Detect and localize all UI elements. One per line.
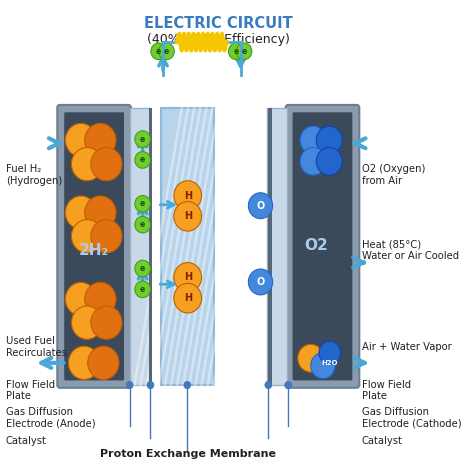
Circle shape <box>311 352 335 379</box>
Text: e: e <box>140 220 145 229</box>
Circle shape <box>174 201 201 231</box>
Circle shape <box>135 216 150 233</box>
Circle shape <box>159 43 174 60</box>
Text: 2H₂: 2H₂ <box>79 243 109 258</box>
Circle shape <box>135 131 150 147</box>
Text: H2O: H2O <box>321 360 338 366</box>
Bar <box>130 108 150 385</box>
FancyBboxPatch shape <box>286 105 359 388</box>
Text: e: e <box>234 47 239 56</box>
Bar <box>267 108 287 385</box>
Circle shape <box>85 123 116 157</box>
Text: Heat (85°C)
Water or Air Cooled: Heat (85°C) Water or Air Cooled <box>362 239 459 261</box>
Text: H: H <box>183 211 192 221</box>
Circle shape <box>135 281 150 298</box>
Text: e: e <box>156 47 161 56</box>
Circle shape <box>265 381 272 389</box>
Text: (40% - 60% Efficiency): (40% - 60% Efficiency) <box>146 33 290 46</box>
Circle shape <box>298 345 324 372</box>
Circle shape <box>248 193 273 219</box>
Circle shape <box>91 147 122 181</box>
Text: Gas Diffusion
Electrode (Anode): Gas Diffusion Electrode (Anode) <box>6 406 95 428</box>
Circle shape <box>135 195 150 212</box>
Circle shape <box>184 381 191 389</box>
Text: Flow Field
Plate: Flow Field Plate <box>362 380 411 401</box>
Text: H: H <box>183 293 192 303</box>
Circle shape <box>91 306 122 339</box>
Circle shape <box>65 196 97 229</box>
Circle shape <box>65 282 97 316</box>
Circle shape <box>316 147 342 175</box>
Circle shape <box>135 152 150 168</box>
Circle shape <box>72 147 103 181</box>
Text: e: e <box>241 47 246 56</box>
Text: Gas Diffusion
Electrode (Cathode): Gas Diffusion Electrode (Cathode) <box>362 406 462 428</box>
Circle shape <box>248 269 273 295</box>
Circle shape <box>300 147 326 175</box>
Text: e: e <box>140 285 145 294</box>
Text: e: e <box>140 199 145 208</box>
Text: O: O <box>256 277 264 287</box>
Circle shape <box>135 260 150 277</box>
Circle shape <box>174 263 201 292</box>
Circle shape <box>174 181 201 210</box>
FancyBboxPatch shape <box>57 105 131 388</box>
Bar <box>149 108 152 385</box>
Circle shape <box>319 341 341 364</box>
Text: H: H <box>183 272 192 282</box>
Circle shape <box>88 346 119 379</box>
Text: Catalyst: Catalyst <box>6 436 46 445</box>
Text: O: O <box>256 201 264 211</box>
Text: e: e <box>140 155 145 165</box>
Circle shape <box>72 219 103 253</box>
Circle shape <box>236 43 252 60</box>
FancyBboxPatch shape <box>64 113 124 380</box>
Circle shape <box>285 381 292 389</box>
Circle shape <box>72 306 103 339</box>
Circle shape <box>85 196 116 229</box>
Circle shape <box>68 346 100 379</box>
Text: O2: O2 <box>304 238 328 253</box>
Circle shape <box>174 283 201 313</box>
Text: H: H <box>183 191 192 200</box>
Text: Flow Field
Plate: Flow Field Plate <box>6 380 55 401</box>
Circle shape <box>85 282 116 316</box>
Circle shape <box>65 123 97 157</box>
Text: Used Fuel
Recirculates: Used Fuel Recirculates <box>6 336 67 358</box>
Text: e: e <box>140 135 145 144</box>
Text: ELECTRIC CIRCUIT: ELECTRIC CIRCUIT <box>144 16 292 31</box>
Text: Fuel H₂
(Hydrogen): Fuel H₂ (Hydrogen) <box>6 164 62 186</box>
Circle shape <box>151 43 166 60</box>
Text: O2 (Oxygen)
from Air: O2 (Oxygen) from Air <box>362 164 425 186</box>
FancyBboxPatch shape <box>292 113 352 380</box>
Text: Proton Exchange Membrane: Proton Exchange Membrane <box>100 449 276 459</box>
Bar <box>268 108 272 385</box>
Circle shape <box>316 126 342 154</box>
Circle shape <box>147 381 154 389</box>
Circle shape <box>300 126 326 154</box>
Text: Air + Water Vapor: Air + Water Vapor <box>362 342 452 352</box>
Bar <box>161 108 214 385</box>
Text: Catalyst: Catalyst <box>362 436 403 445</box>
Text: e: e <box>140 264 145 273</box>
Circle shape <box>91 219 122 253</box>
Text: e: e <box>164 47 169 56</box>
Circle shape <box>126 381 133 389</box>
Circle shape <box>228 43 244 60</box>
